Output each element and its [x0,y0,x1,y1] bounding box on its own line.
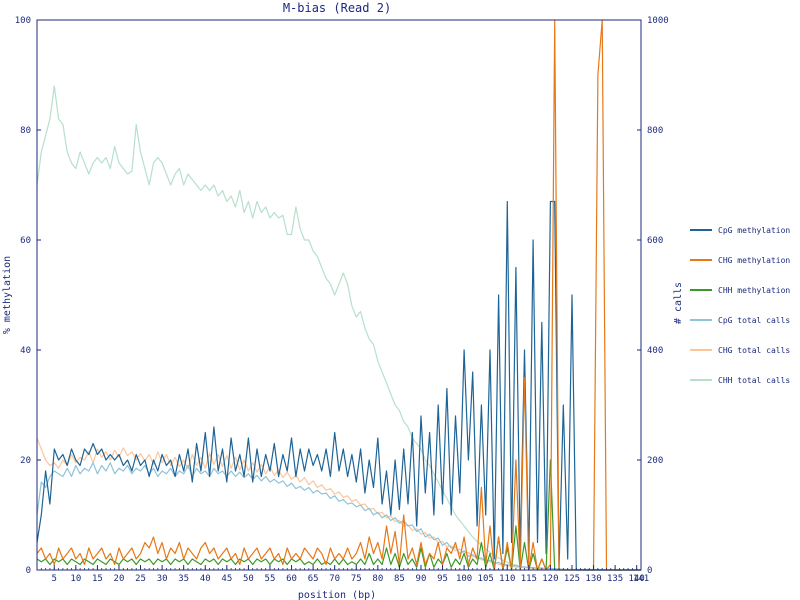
y2-tick-label: 600 [647,236,663,246]
x-tick-label: 95 [437,574,448,584]
x-tick-label: 85 [394,574,405,584]
x-tick-label: 90 [416,574,427,584]
x-tick-label: 115 [521,574,537,584]
x-tick-label: 25 [135,574,146,584]
y2-tick-label: 1000 [647,16,669,26]
chart-title: M-bias (Read 2) [283,1,391,15]
x-tick-label: 100 [456,574,472,584]
x-tick-label: 10 [70,574,81,584]
y-axis-label: % methylation [2,256,13,334]
legend-label: CHH total calls [718,376,790,385]
x-tick-label: 75 [351,574,362,584]
plot-lines [36,19,641,571]
y-tick-label: 60 [20,236,31,246]
y2-tick-label: 200 [647,456,663,466]
x-tick-label: 135 [607,574,623,584]
left-axis-ticks: 0 20 40 60 80 100 [15,16,41,576]
legend-label: CHH methylation [718,286,790,295]
y-tick-label: 20 [20,456,31,466]
x-tick-label: 120 [542,574,558,584]
legend-label: CpG methylation [718,226,790,235]
x-tick-label: 55 [265,574,276,584]
y2-tick-label: 400 [647,346,663,356]
y-tick-label: 40 [20,346,31,356]
x-tick-label: 105 [478,574,494,584]
x-tick-label: 15 [92,574,103,584]
x-tick-label: 45 [221,574,232,584]
x-tick-label: 125 [564,574,580,584]
x-tick-label: 130 [585,574,601,584]
x-tick-label: 65 [308,574,319,584]
series-line-cpg-total-calls [36,462,641,571]
y-tick-label: 100 [15,16,31,26]
x-axis-label: position (bp) [298,590,376,600]
x-tick-label: 140 [629,574,645,584]
legend-label: CpG total calls [718,316,790,325]
series-line-chh-methylation [36,459,641,571]
series-line-chg-methylation [36,19,641,571]
y2-tick-label: 0 [647,566,652,576]
right-axis-ticks: 0 200 400 600 800 1000 [637,16,669,576]
legend-label: CHG total calls [718,346,790,355]
x-tick-label: 110 [499,574,515,584]
x-tick-label: 40 [200,574,211,584]
x-tick-label: 80 [372,574,383,584]
x-axis-ticks: 5 10 15 20 25 30 35 40 45 50 55 60 65 70 75 80 85 90 95 100… [36,565,649,584]
x-tick-label: 5 [52,574,57,584]
series-line-cpg-methylation [36,200,641,571]
y2-axis-label: # calls [673,282,684,324]
x-tick-label: 30 [157,574,168,584]
x-tick-label: 70 [329,574,340,584]
x-tick-label: 141 [633,574,649,584]
x-tick-label: 60 [286,574,297,584]
plot-frame [36,19,642,571]
x-tick-label: 35 [178,574,189,584]
x-tick-label: 50 [243,574,254,584]
x-tick-label: 20 [114,574,125,584]
series-line-chh-total-calls [36,85,641,571]
y-tick-label: 0 [26,566,31,576]
legend-label: CHG methylation [718,256,790,265]
y-tick-label: 80 [20,126,31,136]
y2-tick-label: 800 [647,126,663,136]
legend: CpG methylation CHG methylation CHH methyl… [690,226,790,385]
